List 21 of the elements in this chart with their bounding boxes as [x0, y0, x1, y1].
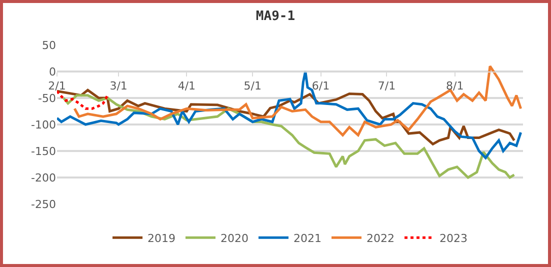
legend-label: 2019 [148, 232, 176, 245]
y-tick-label: 0 [49, 65, 56, 78]
x-tick-label: 2/1 [48, 80, 66, 93]
legend-label: 2022 [366, 232, 394, 245]
x-tick-label: 7/1 [378, 80, 396, 93]
y-tick-label: -150 [31, 144, 56, 158]
y-tick-label: -250 [31, 198, 56, 211]
x-tick-label: 8/1 [446, 80, 464, 93]
legend-label: 2021 [294, 232, 322, 245]
x-tick-label: 6/1 [312, 80, 330, 93]
x-tick-label: 4/1 [178, 80, 196, 93]
y-tick-label: -200 [31, 171, 56, 184]
chart-title: MA9-1 [256, 8, 296, 24]
line-series [57, 90, 109, 110]
x-tick-label: 5/1 [244, 80, 262, 93]
legend-label: 2023 [440, 232, 468, 245]
y-tick-label: 50 [42, 38, 56, 52]
x-tick-label: 3/1 [110, 80, 128, 93]
y-tick-label: -50 [38, 92, 56, 105]
legend-label: 2020 [220, 232, 248, 245]
y-tick-label: -100 [31, 118, 56, 132]
